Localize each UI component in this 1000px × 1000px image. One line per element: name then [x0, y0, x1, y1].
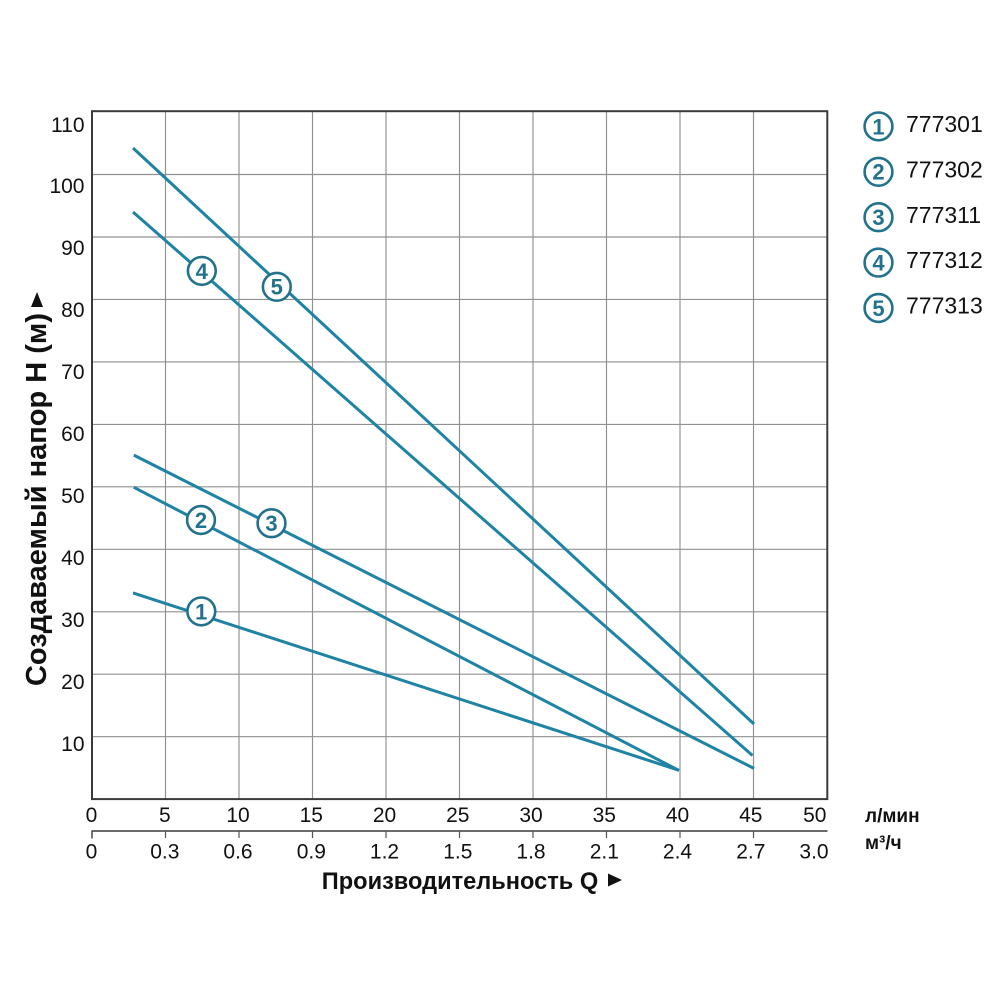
svg-text:10: 10: [61, 733, 84, 756]
svg-text:м³/ч: м³/ч: [865, 833, 902, 854]
svg-text:2.4: 2.4: [663, 841, 693, 864]
svg-text:Производительность Q: Производительность Q: [322, 869, 598, 895]
svg-text:1.2: 1.2: [370, 841, 399, 864]
svg-text:1: 1: [195, 599, 207, 624]
svg-text:35: 35: [593, 804, 616, 827]
svg-text:2.1: 2.1: [590, 841, 619, 864]
svg-text:20: 20: [373, 804, 396, 827]
svg-text:5: 5: [872, 296, 884, 321]
svg-text:3: 3: [872, 205, 884, 230]
svg-text:2: 2: [872, 160, 884, 185]
svg-text:3: 3: [265, 511, 277, 536]
svg-text:110: 110: [51, 114, 84, 137]
svg-text:1.8: 1.8: [516, 841, 545, 864]
svg-text:1: 1: [872, 114, 884, 139]
svg-text:25: 25: [446, 804, 469, 827]
svg-text:0: 0: [86, 804, 98, 827]
svg-text:0.9: 0.9: [297, 841, 326, 864]
svg-text:5: 5: [159, 804, 171, 827]
svg-text:5: 5: [271, 275, 283, 300]
svg-text:777312: 777312: [906, 247, 983, 273]
svg-text:100: 100: [49, 175, 84, 198]
svg-text:777301: 777301: [906, 111, 983, 137]
svg-text:4: 4: [872, 251, 885, 276]
svg-text:20: 20: [61, 671, 84, 694]
svg-text:4: 4: [196, 259, 209, 284]
svg-text:0.6: 0.6: [223, 841, 252, 864]
svg-text:Создаваемый напор H (м): Создаваемый напор H (м): [21, 313, 53, 686]
svg-text:80: 80: [61, 299, 84, 322]
svg-text:40: 40: [61, 547, 84, 570]
svg-text:15: 15: [300, 804, 323, 827]
svg-text:777313: 777313: [906, 293, 983, 319]
svg-text:30: 30: [61, 609, 84, 632]
svg-text:3.0: 3.0: [799, 841, 828, 864]
svg-text:60: 60: [61, 423, 84, 446]
svg-text:0.3: 0.3: [150, 841, 179, 864]
svg-text:50: 50: [803, 804, 826, 827]
svg-text:50: 50: [61, 485, 84, 508]
svg-text:40: 40: [666, 804, 689, 827]
svg-text:2: 2: [195, 508, 207, 533]
svg-text:70: 70: [61, 361, 84, 384]
svg-text:2.7: 2.7: [736, 841, 765, 864]
svg-text:10: 10: [226, 804, 249, 827]
svg-text:777311: 777311: [906, 202, 981, 228]
svg-text:1.5: 1.5: [443, 841, 472, 864]
svg-text:90: 90: [61, 237, 84, 260]
svg-text:30: 30: [519, 804, 542, 827]
svg-text:777302: 777302: [906, 156, 983, 182]
svg-text:0: 0: [86, 841, 98, 864]
svg-text:45: 45: [739, 804, 762, 827]
svg-text:л/мин: л/мин: [865, 806, 920, 827]
